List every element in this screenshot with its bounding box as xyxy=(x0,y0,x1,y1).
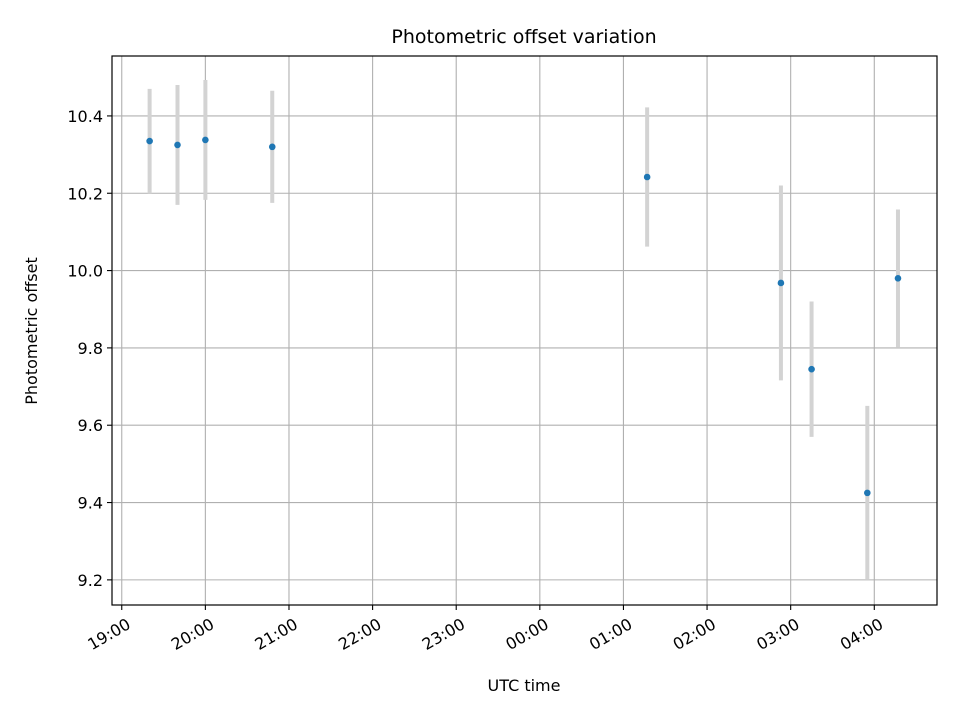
data-point xyxy=(777,279,785,287)
y-tick-label: 9.4 xyxy=(78,494,103,513)
y-tick-label: 9.2 xyxy=(78,571,103,590)
y-tick-label: 10.4 xyxy=(67,107,103,126)
x-axis-label: UTC time xyxy=(488,676,561,695)
y-axis: 9.2 9.4 9.6 9.8 10.0 10.2 10.4 xyxy=(67,107,112,590)
data-point xyxy=(894,275,902,282)
y-axis-label: Photometric offset xyxy=(22,257,41,405)
data-point xyxy=(146,137,153,145)
y-tick-label: 9.6 xyxy=(78,416,103,435)
grid xyxy=(112,56,937,605)
y-tick-label: 10.0 xyxy=(67,262,103,281)
data-point xyxy=(202,136,209,144)
data-points xyxy=(146,136,902,497)
data-point xyxy=(268,143,276,151)
plot-frame xyxy=(111,55,938,606)
data-point xyxy=(808,365,815,373)
y-tick-label: 10.2 xyxy=(67,184,103,203)
data-point xyxy=(174,141,181,149)
data-point xyxy=(643,173,651,181)
chart-title: Photometric offset variation xyxy=(391,26,656,48)
data-point xyxy=(864,489,871,497)
y-tick-label: 9.8 xyxy=(78,339,103,358)
